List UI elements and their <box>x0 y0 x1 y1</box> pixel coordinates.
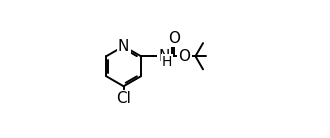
Text: O: O <box>168 31 180 46</box>
Text: O: O <box>179 49 190 64</box>
Text: H: H <box>162 55 172 69</box>
Text: Cl: Cl <box>116 91 131 106</box>
Text: N: N <box>158 49 169 64</box>
Text: N: N <box>118 39 129 54</box>
